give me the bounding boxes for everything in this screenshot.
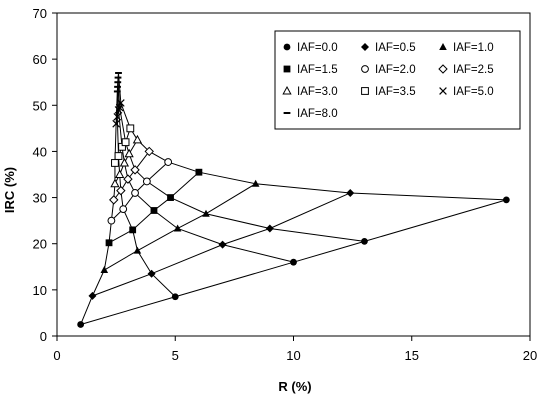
legend-label: IAF=2.0 — [375, 64, 416, 76]
legend-marker — [361, 87, 369, 95]
data-point — [265, 224, 274, 233]
legend-marker — [439, 87, 447, 95]
legend-box — [274, 30, 521, 130]
data-point — [107, 216, 116, 225]
legend-label: IAF=1.5 — [297, 64, 338, 76]
data-point — [290, 258, 297, 266]
x-tick-label: 20 — [523, 348, 537, 363]
data-point — [116, 185, 126, 196]
legend-marker — [361, 65, 369, 73]
data-point — [173, 224, 182, 232]
series-markers — [77, 71, 510, 328]
data-point — [111, 159, 119, 167]
data-point — [119, 157, 130, 167]
data-point — [361, 238, 368, 245]
data-point — [202, 209, 210, 217]
data-point — [129, 226, 137, 234]
data-point — [131, 189, 139, 197]
data-point — [119, 205, 128, 214]
isoline — [80, 91, 118, 325]
legend-marker — [282, 85, 292, 95]
data-point — [218, 240, 227, 249]
data-point — [167, 194, 174, 201]
legend-label: IAF=0.0 — [297, 42, 338, 54]
y-tick-label: 40 — [33, 144, 47, 159]
data-point — [150, 207, 158, 214]
legend-label: IAF=8.0 — [297, 108, 338, 120]
x-tick-label: 0 — [53, 348, 60, 363]
data-point — [100, 266, 109, 274]
data-point — [126, 124, 135, 133]
data-point — [121, 138, 130, 147]
data-point — [105, 239, 113, 247]
data-point — [144, 146, 154, 157]
data-point — [114, 152, 123, 160]
data-point — [171, 293, 179, 301]
data-point — [88, 291, 97, 300]
y-axis-title: IRC (%) — [2, 167, 17, 213]
isoline — [117, 82, 294, 263]
isoline — [116, 86, 176, 298]
legend: IAF=0.0 IAF=0.5 IAF=1.0 IAF=1.5 IAF=2.0 IAF=2… — [274, 30, 521, 130]
legend-marker — [283, 43, 291, 51]
data-point — [114, 106, 123, 114]
data-point — [115, 169, 125, 178]
data-point — [195, 168, 203, 176]
data-point — [147, 269, 156, 278]
data-point — [502, 196, 510, 204]
data-point — [142, 177, 151, 186]
data-point — [117, 99, 125, 107]
x-tick-label: 15 — [405, 348, 419, 363]
isoline — [117, 77, 365, 242]
isoline — [117, 72, 507, 201]
y-tick-label: 20 — [33, 237, 47, 252]
data-point — [123, 174, 133, 184]
data-point — [110, 178, 120, 188]
data-point — [346, 188, 355, 197]
y-tick-label: 50 — [33, 98, 47, 113]
data-point — [113, 112, 122, 121]
y-tick-label: 60 — [33, 52, 47, 67]
data-point — [133, 246, 142, 254]
x-tick-label: 5 — [172, 348, 179, 363]
data-point — [251, 179, 260, 187]
legend-label: IAF=2.5 — [453, 64, 494, 76]
data-point — [115, 103, 124, 112]
data-point — [130, 165, 140, 175]
data-point — [124, 148, 134, 158]
legend-label: IAF=3.0 — [297, 86, 338, 98]
legend-label: IAF=3.5 — [375, 86, 416, 98]
data-point — [109, 195, 119, 205]
legend-marker — [283, 65, 291, 73]
legend-marker — [361, 43, 369, 51]
legend-marker — [439, 43, 447, 50]
axes: 0 5 10 15 20 0 10 20 30 40 50 60 70 — [33, 6, 538, 363]
legend-label: IAF=0.5 — [375, 42, 416, 54]
legend-label: IAF=5.0 — [453, 86, 494, 98]
data-point — [132, 134, 143, 144]
series-line — [104, 183, 256, 271]
legend-marker — [438, 64, 448, 74]
y-tick-label: 70 — [33, 6, 47, 21]
y-tick-label: 10 — [33, 283, 47, 298]
y-tick-label: 0 — [40, 329, 47, 344]
legend-label: IAF=1.0 — [453, 42, 494, 54]
y-tick-label: 30 — [33, 191, 47, 206]
data-point — [112, 119, 120, 128]
data-point — [77, 321, 85, 328]
x-tick-label: 10 — [286, 348, 300, 363]
x-axis-title: R (%) — [278, 379, 311, 394]
data-point — [164, 158, 173, 166]
